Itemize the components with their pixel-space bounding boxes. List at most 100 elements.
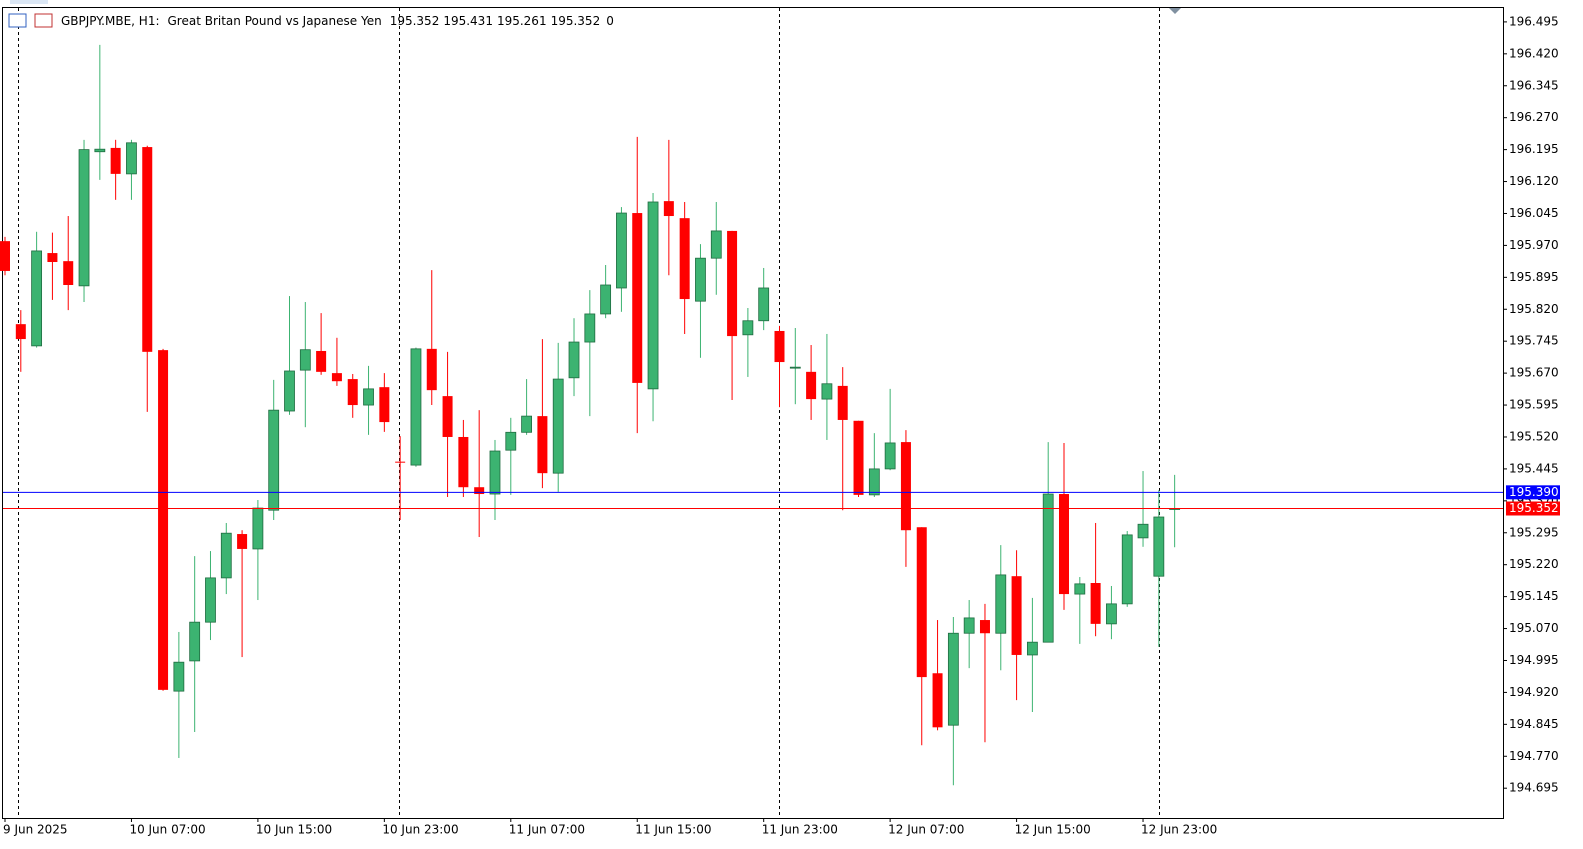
candle: [695, 244, 706, 358]
candle-body: [284, 370, 295, 412]
candle: [189, 556, 201, 733]
y-tick-label: 196.345: [1509, 78, 1559, 92]
candle: [521, 379, 532, 435]
volume-value: 0: [606, 14, 614, 28]
candle: [78, 139, 90, 303]
price-label: 195.390: [1509, 485, 1559, 499]
shift-marker: [1169, 8, 1181, 14]
candle-body: [1106, 603, 1117, 625]
x-tick-label: 11 Jun 15:00: [635, 823, 711, 837]
candle: [979, 603, 990, 743]
candle: [363, 365, 374, 435]
candle-body: [331, 373, 342, 382]
candle: [158, 348, 169, 691]
candle: [727, 230, 738, 400]
candle-body: [410, 348, 422, 466]
y-tick-label: 196.195: [1509, 142, 1559, 156]
candle: [947, 617, 959, 786]
candle-body: [220, 532, 232, 579]
candle: [600, 264, 612, 319]
candle-body: [252, 507, 264, 550]
price-label: 195.352: [1509, 501, 1559, 515]
candle: [679, 201, 690, 334]
candle: [47, 232, 58, 300]
x-tick-label: 12 Jun 15:00: [1015, 823, 1091, 837]
y-tick-label: 196.045: [1509, 206, 1559, 220]
candle-body: [947, 632, 959, 726]
candle-body: [299, 349, 311, 371]
candle-body: [821, 383, 833, 400]
y-tick-label: 195.595: [1509, 398, 1559, 412]
candle: [821, 333, 833, 440]
candle: [379, 373, 390, 432]
candle-body: [537, 416, 548, 474]
candle-body: [15, 324, 26, 340]
candle: [442, 351, 453, 498]
candle: [299, 302, 311, 428]
candle: [505, 417, 517, 495]
candle: [1106, 585, 1117, 640]
y-tick-label: 195.295: [1509, 525, 1559, 539]
candle-body: [758, 287, 770, 322]
candle: [220, 522, 232, 595]
candle-body: [774, 330, 785, 363]
y-tick-label: 196.270: [1509, 110, 1559, 124]
x-tick-label: 12 Jun 23:00: [1141, 823, 1217, 837]
candle-body: [268, 409, 280, 511]
candle-body: [458, 436, 469, 488]
candle-body: [727, 230, 738, 337]
candle-body: [710, 230, 722, 259]
candle: [1074, 577, 1086, 644]
y-tick-label: 195.745: [1509, 334, 1559, 348]
candle-body: [552, 378, 564, 474]
candle: [142, 145, 153, 412]
candle-body: [963, 617, 975, 634]
candle-body: [979, 620, 990, 634]
candle-body: [1026, 641, 1038, 656]
y-tick-label: 195.670: [1509, 366, 1559, 380]
candle: [632, 136, 643, 434]
candle: [173, 631, 185, 758]
candle: [1011, 550, 1022, 701]
candle: [1059, 442, 1070, 610]
y-tick-label: 196.420: [1509, 46, 1559, 60]
plot-frame: [2, 7, 1504, 819]
candle: [742, 307, 754, 377]
candle-body: [94, 148, 106, 153]
candle: [647, 193, 659, 422]
candle: [205, 551, 216, 641]
candle-body: [78, 149, 90, 287]
price-label-box: [1506, 501, 1560, 516]
candle: [410, 347, 422, 467]
candle-body: [884, 442, 896, 470]
candle: [15, 310, 26, 372]
candle: [1090, 522, 1101, 637]
candle: [63, 216, 74, 311]
candle-body: [742, 320, 754, 336]
y-tick-label: 194.845: [1509, 717, 1559, 731]
candle-body: [663, 201, 674, 217]
candle: [884, 388, 896, 471]
candles: [0, 44, 1181, 786]
candle: [774, 325, 785, 408]
menu-icon: [8, 13, 27, 28]
x-tick-label: 10 Jun 15:00: [256, 823, 332, 837]
candle-body: [489, 450, 501, 495]
candle: [916, 527, 927, 746]
candle-body: [1121, 534, 1133, 605]
candle-body: [126, 142, 137, 175]
candle: [426, 270, 437, 406]
candle-body: [63, 261, 74, 285]
candle: [1026, 597, 1038, 712]
candle: [853, 420, 864, 498]
description: Great Britan Pound vs Japanese Yen: [168, 14, 382, 28]
candle-body: [616, 212, 627, 289]
candle-body: [1153, 516, 1165, 577]
y-tick-label: 195.220: [1509, 557, 1559, 571]
candle-body: [142, 147, 153, 352]
candle: [458, 419, 469, 498]
candle: [31, 231, 43, 348]
y-tick-label: 194.995: [1509, 653, 1559, 667]
